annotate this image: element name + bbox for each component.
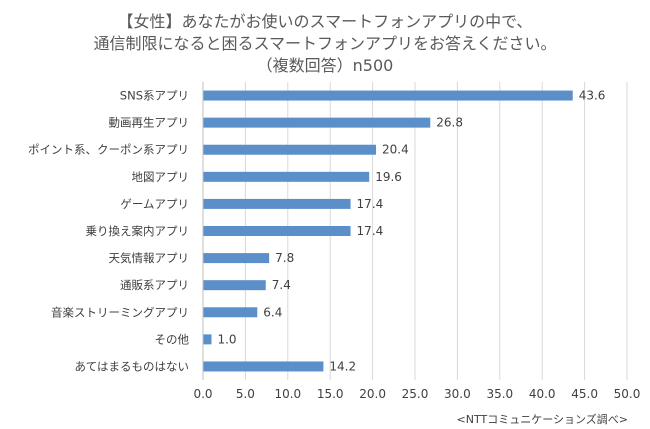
value-label-0: 43.6 bbox=[579, 89, 606, 103]
category-label-10: あてはまるものはない bbox=[74, 359, 189, 373]
bar-7 bbox=[203, 280, 266, 291]
x-tick-label-5: 25.0 bbox=[402, 387, 429, 401]
x-tick-label-6: 30.0 bbox=[444, 387, 471, 401]
x-tick-label-1: 5.0 bbox=[236, 387, 255, 401]
value-label-10: 14.2 bbox=[329, 359, 356, 373]
x-tick-label-0: 0.0 bbox=[193, 387, 212, 401]
chart-title-line-2: 通信制限になると困るスマートフォンアプリをお答えください。 bbox=[93, 34, 557, 53]
x-tick-label-4: 20.0 bbox=[359, 387, 386, 401]
value-label-3: 19.6 bbox=[375, 170, 402, 184]
value-label-5: 17.4 bbox=[357, 224, 384, 238]
bar-2 bbox=[203, 144, 376, 155]
category-label-3: 地図アプリ bbox=[132, 170, 190, 184]
bar-0 bbox=[203, 90, 573, 101]
bar-1 bbox=[203, 117, 431, 128]
category-label-4: ゲームアプリ bbox=[120, 197, 189, 211]
bar-9 bbox=[203, 334, 212, 345]
x-tick-label-2: 10.0 bbox=[274, 387, 301, 401]
bar-3 bbox=[203, 171, 370, 182]
value-label-6: 7.8 bbox=[275, 251, 294, 265]
category-label-0: SNS系アプリ bbox=[120, 89, 189, 103]
source-note: <NTTコミュニケーションズ調べ> bbox=[456, 413, 628, 426]
bar-10 bbox=[203, 361, 324, 372]
category-label-2: ポイント系、クーポン系アプリ bbox=[28, 143, 189, 157]
category-label-9: その他 bbox=[155, 332, 190, 346]
bar-4 bbox=[203, 198, 351, 209]
value-label-7: 7.4 bbox=[272, 278, 291, 292]
bar-8 bbox=[203, 307, 258, 318]
value-label-4: 17.4 bbox=[357, 197, 384, 211]
x-tick-label-9: 45.0 bbox=[571, 387, 598, 401]
value-label-2: 20.4 bbox=[382, 143, 409, 157]
value-label-9: 1.0 bbox=[217, 332, 236, 346]
chart-title-line-3: （複数回答）n500 bbox=[256, 56, 394, 75]
value-label-8: 6.4 bbox=[263, 305, 282, 319]
bar-6 bbox=[203, 253, 270, 264]
x-tick-label-7: 35.0 bbox=[486, 387, 513, 401]
x-tick-label-10: 50.0 bbox=[614, 387, 641, 401]
bar-5 bbox=[203, 226, 351, 236]
x-tick-label-3: 15.0 bbox=[317, 387, 344, 401]
chart-title-line-1: 【女性】あなたがお使いのスマートフォンアプリの中で、 bbox=[117, 12, 533, 31]
category-label-1: 動画再生アプリ bbox=[109, 116, 190, 130]
value-label-1: 26.8 bbox=[436, 116, 463, 130]
category-label-7: 通販系アプリ bbox=[120, 278, 189, 292]
category-label-5: 乗り換え案内アプリ bbox=[86, 224, 190, 238]
category-label-8: 音楽ストリーミングアプリ bbox=[51, 305, 189, 319]
x-tick-label-8: 40.0 bbox=[529, 387, 556, 401]
category-label-6: 天気情報アプリ bbox=[109, 251, 190, 265]
